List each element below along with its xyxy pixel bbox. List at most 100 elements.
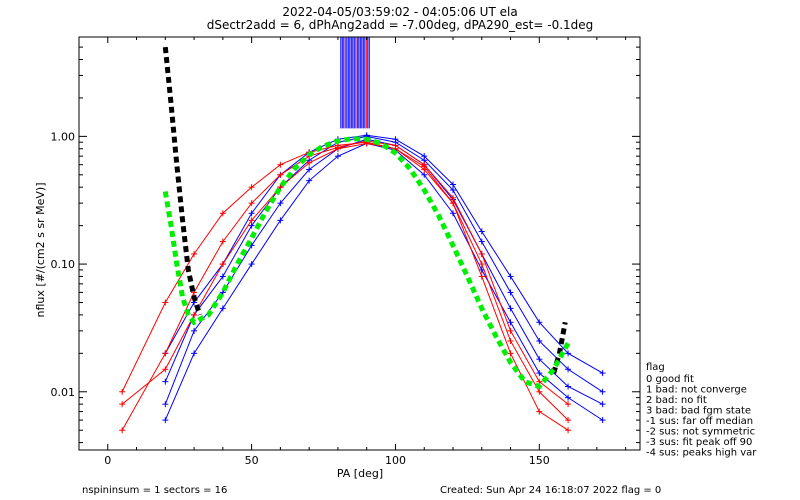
data-point-marker [565, 350, 572, 357]
data-point-marker [219, 273, 226, 280]
legend-item: 2 bad: no fit [646, 395, 707, 406]
data-point-marker [599, 388, 606, 395]
data-point-marker [536, 370, 543, 377]
data-point-marker [421, 153, 428, 160]
data-point-marker [219, 210, 226, 217]
x-tick-label: 50 [245, 454, 259, 467]
x-axis-label: PA [deg] [337, 467, 383, 480]
chart-title-line1: 2022-04-05/03:59:02 - 04:05:06 UT ela [282, 5, 517, 19]
data-point-marker [421, 163, 428, 170]
data-point-marker [119, 388, 126, 395]
fit-curve-black [162, 46, 203, 316]
legend-item: 3 bad: bad fgm state [646, 406, 751, 417]
data-point-marker [421, 171, 428, 178]
data-point-marker [191, 250, 198, 257]
data-point-marker [277, 217, 284, 224]
data-point-marker [450, 200, 456, 207]
title-group: 2022-04-05/03:59:02 - 04:05:06 UT ela dS… [207, 5, 594, 32]
data-point-marker [277, 171, 284, 178]
saturated-band-group [340, 37, 370, 129]
data-point-marker [306, 159, 313, 166]
data-point-marker [162, 299, 169, 306]
data-point-marker [162, 366, 169, 373]
data-point-marker [248, 217, 255, 224]
data-point-marker [334, 145, 341, 152]
data-point-marker [507, 273, 514, 280]
data-point-marker [119, 427, 126, 434]
data-point-marker [478, 261, 485, 268]
plot-frame [78, 36, 641, 451]
data-point-marker [507, 327, 514, 334]
data-point-marker [191, 350, 198, 357]
data-point-marker [191, 327, 198, 334]
data-point-marker [507, 350, 514, 357]
data-point-marker [162, 417, 169, 424]
data-point-marker [334, 153, 341, 160]
fit-curve-green [162, 136, 571, 390]
legend-item: -1 sus: far off median [646, 416, 753, 427]
data-point-marker [599, 417, 606, 424]
data-point-marker [599, 401, 606, 408]
series-line-blue [164, 142, 603, 421]
legend-item: 1 bad: not converge [646, 385, 747, 396]
data-point-marker [450, 187, 456, 194]
data-point-marker [219, 289, 226, 296]
y-tick-label: 0.01 [51, 386, 76, 399]
data-point-marker [119, 401, 126, 408]
series-line-red [121, 142, 569, 431]
data-point-marker [219, 261, 226, 268]
data-point-marker [162, 401, 169, 408]
data-point-marker [478, 238, 485, 245]
chart-title-line2: dSectr2add = 6, dPhAng2add = -7.00deg, d… [207, 18, 594, 32]
legend-item: -4 sus: peaks high var [646, 448, 757, 459]
fit-curves-group [162, 46, 571, 390]
axes-group: 0 50 100 150 0.01 0.10 1.00 [51, 36, 641, 467]
data-point-marker [450, 181, 456, 188]
data-point-marker [565, 366, 572, 373]
x-tick-label: 0 [104, 454, 111, 467]
data-point-marker [306, 177, 313, 184]
data-point-marker [277, 161, 284, 168]
data-point-marker [219, 238, 226, 245]
data-series-group [119, 132, 606, 434]
y-axis-label: nflux [#/(cm2 s sr MeV)] [34, 183, 47, 318]
data-point-marker [478, 273, 485, 280]
data-point-marker [277, 184, 284, 191]
data-point-marker [507, 337, 514, 344]
data-point-marker [507, 319, 514, 326]
data-point-marker [565, 383, 572, 390]
data-point-marker [565, 394, 572, 401]
data-point-marker [536, 356, 543, 363]
data-point-marker [450, 194, 456, 201]
data-point-marker [599, 370, 606, 377]
footer-right: Created: Sun Apr 24 16:18:07 2022 flag =… [440, 485, 661, 496]
data-point-marker [536, 408, 543, 415]
legend-item: -3 sus: fit peak off 90 [646, 437, 752, 448]
data-point-marker [536, 388, 543, 395]
data-point-marker [507, 289, 514, 296]
data-point-marker [248, 222, 255, 229]
data-point-marker [162, 378, 169, 385]
x-tick-label: 150 [529, 454, 550, 467]
footer-left: nspininsum = 1 sectors = 16 [82, 485, 227, 496]
fit-curve-black-right [551, 321, 568, 374]
data-point-marker [277, 200, 284, 207]
data-point-marker [392, 136, 399, 143]
data-point-marker [536, 337, 543, 344]
y-tick-label: 0.10 [51, 258, 76, 271]
y-tick-label: 1.00 [51, 130, 76, 143]
series-line-blue [164, 134, 603, 374]
data-point-marker [478, 228, 485, 235]
data-point-marker [450, 210, 456, 217]
data-point-marker [565, 401, 572, 408]
data-point-marker [565, 427, 572, 434]
x-tick-label: 100 [385, 454, 406, 467]
legend-title: flag [646, 362, 665, 373]
series-line-blue [164, 135, 603, 393]
data-point-marker [162, 350, 169, 357]
legend-item: 0 good fit [646, 374, 694, 385]
data-point-marker [565, 417, 572, 424]
data-point-marker [248, 200, 255, 207]
